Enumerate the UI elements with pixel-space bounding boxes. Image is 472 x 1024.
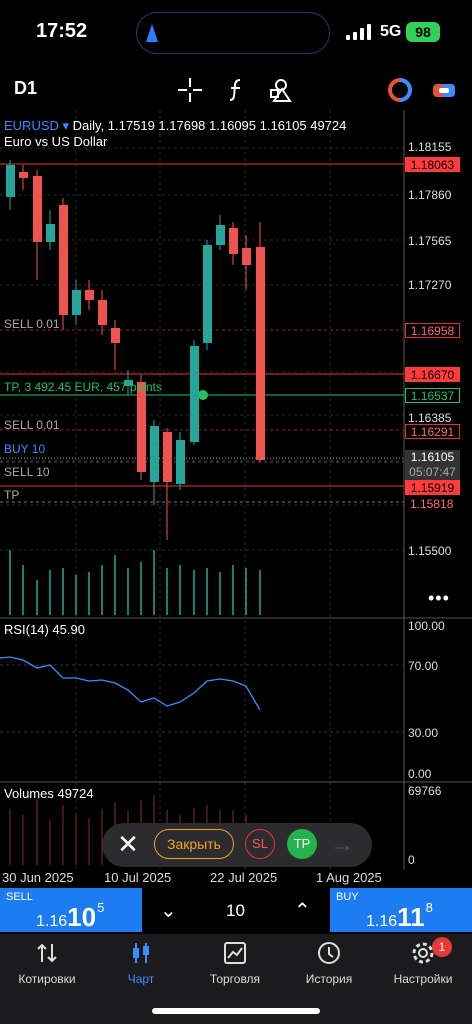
network-type: 5G: [380, 23, 402, 40]
date-label: 1 Aug 2025: [316, 870, 382, 885]
timeframe-button[interactable]: D1: [14, 78, 38, 98]
arrow-right-icon[interactable]: →: [330, 831, 354, 858]
dynamic-island: [136, 12, 330, 54]
chart-symbol-header[interactable]: EURUSD ▾ Daily, 1.17519 1.17698 1.16095 …: [4, 118, 347, 133]
price-scale-label: 1.17860: [408, 188, 452, 202]
sell-button[interactable]: SELL 1.16105: [0, 888, 142, 932]
rsi-levels: [0, 664, 404, 733]
objects-icon[interactable]: [268, 76, 296, 104]
settings-badge: 1: [432, 937, 452, 957]
date-label: 30 Jun 2025: [2, 870, 74, 885]
order-action-panel: [102, 823, 372, 867]
chart-icon: [133, 943, 149, 963]
price-tag: 1.16537: [405, 388, 460, 403]
lot-increase-button[interactable]: ⌃: [294, 900, 311, 922]
level-label: SELL 0.01: [4, 317, 60, 331]
rsi-label: RSI(14) 45.90: [4, 622, 85, 637]
level-label: SELL 0.01: [4, 418, 60, 432]
date-label: 22 Jul 2025: [210, 870, 278, 885]
symbol-name[interactable]: EURUSD: [4, 118, 59, 133]
function-icon[interactable]: [222, 76, 250, 104]
settings-icon: [412, 942, 434, 964]
price-tag: 1.18063: [405, 157, 460, 172]
level-label: BUY 10: [4, 442, 46, 456]
nav-quotes[interactable]: Котировки: [0, 940, 94, 986]
ohlc-info: Daily, 1.17519 1.17698 1.16095 1.16105 4…: [72, 118, 347, 133]
candles: [6, 160, 265, 540]
tick-volume-bars: [9, 550, 261, 615]
price-scale-label: 1.16385: [408, 411, 452, 425]
level-label: TP: [4, 488, 20, 502]
price-chart[interactable]: [0, 110, 472, 890]
quotes-icon: [37, 943, 57, 963]
lot-value[interactable]: 10: [226, 901, 245, 920]
sell-price: 1.16105: [36, 900, 105, 932]
location-arrow-icon: [146, 24, 158, 42]
nav-chart[interactable]: Чарт: [94, 940, 188, 986]
nav-settings[interactable]: Настройки: [376, 940, 470, 986]
rsi-scale: 30.00: [408, 726, 439, 740]
volumes-scale: 69766: [408, 784, 442, 798]
nav-trade[interactable]: Торговля: [188, 940, 282, 986]
indicators-icon[interactable]: [386, 76, 414, 104]
rsi-scale: 70.00: [408, 659, 439, 673]
sell-label: SELL: [6, 891, 33, 903]
bid-price: 1.16105: [410, 450, 455, 464]
battery-indicator: 98: [406, 22, 440, 42]
price-tag: 1.16958: [405, 323, 460, 338]
level-label: SELL 10: [4, 465, 50, 479]
price-scale-label: 1.15500: [408, 544, 452, 558]
switch-account-icon[interactable]: [430, 76, 458, 104]
symbol-description: Euro vs US Dollar: [4, 134, 108, 149]
take-profit-button[interactable]: TP: [287, 829, 317, 859]
price-scale-label: 1.18155: [408, 140, 452, 154]
crosshair-icon[interactable]: [176, 76, 204, 104]
buy-price: 1.16118: [366, 900, 433, 932]
home-indicator[interactable]: [152, 1008, 320, 1014]
status-time: 17:52: [36, 20, 88, 42]
rsi-scale: 100.00: [408, 619, 445, 633]
price-tag: 1.15919: [405, 480, 460, 495]
bar-countdown: 05:07:47: [409, 465, 456, 479]
rsi-scale: 0.00: [408, 767, 432, 781]
nav-history[interactable]: История: [282, 940, 376, 986]
price-tag: 1.16291: [405, 424, 460, 439]
close-position-button[interactable]: Закрыть: [154, 829, 234, 859]
date-label: 10 Jul 2025: [104, 870, 172, 885]
price-tag: 1.16670: [405, 367, 460, 382]
buy-label: BUY: [336, 891, 359, 903]
lot-selector: [142, 888, 330, 932]
lot-decrease-button[interactable]: ⌄: [160, 900, 177, 922]
more-options-icon[interactable]: •••: [428, 588, 450, 608]
volumes-scale: 0: [408, 853, 415, 867]
grid-lines: [0, 110, 404, 870]
price-scale-label: 1.17270: [408, 278, 452, 292]
stop-loss-button[interactable]: SL: [245, 829, 275, 859]
buy-button[interactable]: BUY 1.16118: [330, 888, 472, 932]
signal-icon: [346, 24, 372, 40]
price-tag: 1.15818: [410, 497, 454, 511]
rsi-line: [0, 656, 261, 711]
close-icon[interactable]: ✕: [117, 829, 139, 859]
trade-icon: [224, 942, 246, 964]
history-icon: [318, 942, 340, 964]
tp-label[interactable]: TP, 3 492.45 EUR, 457 points: [4, 380, 162, 394]
volumes-label: Volumes 49724: [4, 786, 94, 801]
tp-handle: [198, 390, 208, 400]
price-scale-label: 1.17565: [408, 234, 452, 248]
bid-price-tag: 1.16105 05:07:47: [405, 450, 460, 480]
